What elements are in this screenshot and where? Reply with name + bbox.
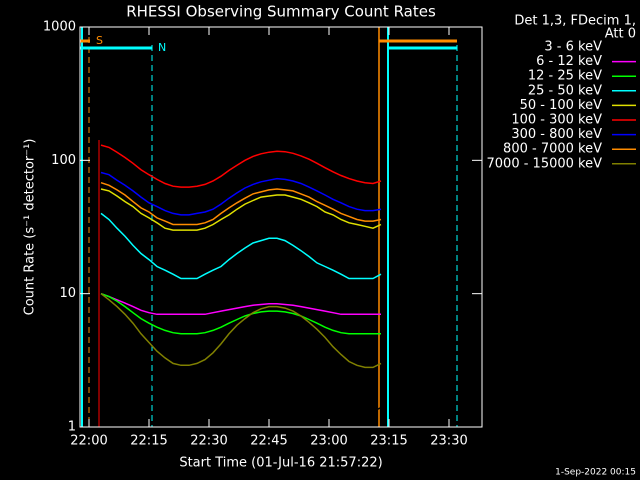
- x-tick-label: 22:45: [250, 434, 287, 449]
- series-line: [100, 181, 382, 226]
- y-tick-label: 1000: [43, 20, 76, 35]
- series-line: [100, 333, 382, 418]
- x-axis-label: Start Time (01-Jul-16 21:57:22): [179, 456, 382, 471]
- series-line: [100, 292, 381, 316]
- x-tick-label: 23:15: [370, 434, 407, 449]
- plot-frame: [79, 26, 483, 428]
- legend-label: 3 - 6 keV: [544, 40, 602, 55]
- x-tick-label: 22:30: [190, 434, 227, 449]
- legend-label: 25 - 50 keV: [528, 83, 602, 98]
- series-line: [100, 188, 382, 231]
- y-axis-label: Count Rate (s⁻¹ detector⁻¹): [23, 139, 38, 316]
- legend-label: 50 - 100 keV: [520, 98, 603, 113]
- legend-title: Det 1,3, FDecim 1,: [514, 14, 636, 29]
- x-tick-label: 22:15: [130, 434, 167, 449]
- series-line: [100, 293, 382, 369]
- y-tick-label: 100: [51, 153, 76, 168]
- series-line: [100, 171, 382, 216]
- flags: S N: [80, 27, 458, 427]
- annotation: S: [96, 34, 103, 47]
- x-tick-label: 23:00: [310, 434, 347, 449]
- series-line: [100, 144, 382, 188]
- legend-label: 100 - 300 keV: [511, 113, 602, 128]
- annotation: N: [158, 41, 166, 54]
- series-line: [100, 212, 382, 280]
- legend-label: 12 - 25 keV: [528, 69, 602, 84]
- legend-title: Att 0: [605, 27, 636, 42]
- y-tick-label: 1: [68, 420, 76, 435]
- legend-label: 300 - 800 keV: [511, 127, 602, 142]
- x-tick-label: 23:30: [430, 434, 467, 449]
- legend-label: 7000 - 15000 keV: [487, 156, 603, 171]
- x-tick-label: 22:00: [70, 434, 107, 449]
- legend-label: 800 - 7000 keV: [503, 142, 602, 157]
- footer: 1-Sep-2022 00:15: [555, 468, 636, 478]
- legend-label: 6 - 12 keV: [536, 54, 602, 69]
- series-line: [100, 292, 381, 335]
- y-tick-label: 10: [59, 286, 76, 301]
- chart-title: RHESSI Observing Summary Count Rates: [126, 3, 436, 21]
